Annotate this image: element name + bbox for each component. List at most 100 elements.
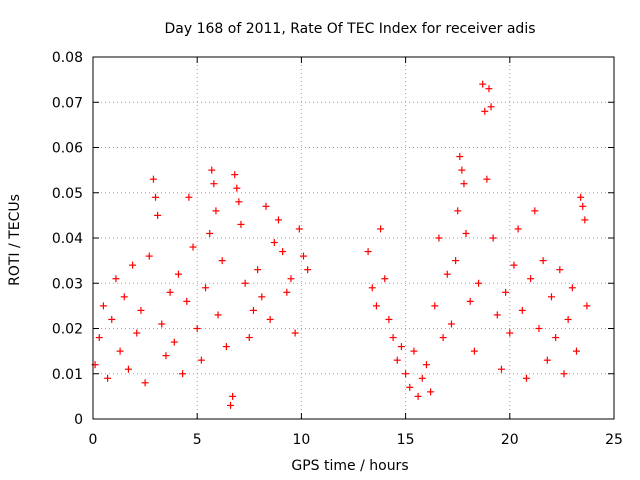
data-point — [233, 184, 241, 192]
data-point — [99, 302, 107, 310]
data-point — [368, 284, 376, 292]
data-point — [487, 103, 495, 111]
data-point — [531, 207, 539, 215]
data-point — [435, 234, 443, 242]
data-point — [502, 288, 510, 296]
data-point — [414, 392, 422, 400]
data-point — [485, 85, 493, 93]
data-point — [231, 171, 239, 179]
data-point — [427, 388, 435, 396]
data-point — [291, 329, 299, 337]
data-point — [535, 325, 543, 332]
y-tick-label: 0.05 — [52, 186, 83, 202]
data-point — [154, 211, 162, 219]
data-point — [270, 239, 278, 247]
data-point — [235, 198, 243, 206]
data-point — [145, 252, 153, 260]
data-point — [462, 229, 470, 237]
data-point — [385, 315, 393, 323]
data-point — [262, 202, 270, 210]
data-point — [218, 257, 226, 265]
data-point — [241, 279, 249, 287]
data-point — [295, 225, 303, 233]
data-point — [454, 207, 462, 215]
data-point — [481, 107, 489, 115]
data-point — [543, 356, 551, 364]
data-point — [179, 370, 187, 378]
data-point — [183, 297, 191, 305]
x-axis-title: GPS time / hours — [291, 458, 408, 474]
x-tick-label: 20 — [501, 432, 519, 448]
data-point — [372, 302, 380, 310]
data-point — [166, 288, 174, 296]
data-point — [152, 193, 160, 201]
data-point — [418, 374, 426, 382]
data-point — [479, 80, 487, 88]
x-tick-label: 5 — [193, 432, 202, 448]
axis-ticks: 0 5 10 15 20 25 0 0.01 0.02 0.03 0.04 0.05 0.06 0.07 0… — [52, 50, 623, 448]
x-tick-label: 25 — [605, 432, 623, 448]
data-point — [158, 320, 166, 328]
data-point — [447, 320, 455, 328]
data-point — [193, 325, 201, 332]
data-point — [108, 315, 116, 323]
data-point — [564, 315, 572, 323]
data-point — [258, 293, 266, 301]
y-axis-title: ROTI / TECUs — [7, 194, 23, 286]
data-point — [202, 284, 210, 292]
data-point — [470, 347, 478, 355]
data-point — [141, 379, 149, 387]
data-point — [227, 401, 235, 409]
data-point — [206, 229, 214, 237]
data-point — [104, 374, 112, 382]
data-point — [212, 207, 220, 215]
chart-title: Day 168 of 2011, Rate Of TEC Index for r… — [164, 21, 535, 37]
data-point — [279, 248, 287, 256]
data-point — [389, 334, 397, 342]
data-point — [514, 225, 522, 233]
y-tick-label: 0.08 — [52, 50, 83, 66]
y-tick-label: 0.01 — [52, 367, 83, 383]
data-point — [522, 374, 530, 382]
data-point — [377, 225, 385, 233]
data-point — [556, 266, 564, 274]
data-point — [552, 334, 560, 342]
data-point — [95, 334, 103, 342]
data-point — [137, 306, 145, 314]
data-point — [572, 347, 580, 355]
x-tick-label: 10 — [292, 432, 310, 448]
data-point — [456, 153, 464, 161]
data-point — [229, 392, 237, 400]
data-point — [527, 275, 535, 283]
data-point — [245, 334, 253, 342]
data-point — [249, 306, 257, 314]
y-tick-label: 0.04 — [52, 231, 83, 247]
data-point — [197, 356, 205, 364]
data-point — [393, 356, 401, 364]
data-point — [208, 166, 216, 174]
data-point — [299, 252, 307, 260]
data-point — [560, 370, 568, 378]
y-tick-label: 0.02 — [52, 322, 83, 338]
data-point — [579, 202, 587, 210]
y-tick-label: 0.03 — [52, 276, 83, 292]
data-point — [466, 297, 474, 305]
data-point — [497, 365, 505, 373]
data-point — [539, 257, 547, 265]
data-point — [274, 216, 282, 224]
data-point — [210, 180, 218, 188]
data-point — [439, 334, 447, 342]
data-point — [189, 243, 197, 251]
data-points — [91, 80, 591, 409]
data-point — [483, 175, 491, 183]
y-tick-label: 0.07 — [52, 95, 83, 111]
data-point — [254, 266, 262, 274]
data-point — [116, 347, 124, 355]
data-point — [493, 311, 501, 319]
data-point — [185, 193, 193, 201]
y-tick-label: 0.06 — [52, 141, 83, 157]
data-point — [506, 329, 514, 337]
data-point — [583, 302, 591, 310]
data-point — [431, 302, 439, 310]
